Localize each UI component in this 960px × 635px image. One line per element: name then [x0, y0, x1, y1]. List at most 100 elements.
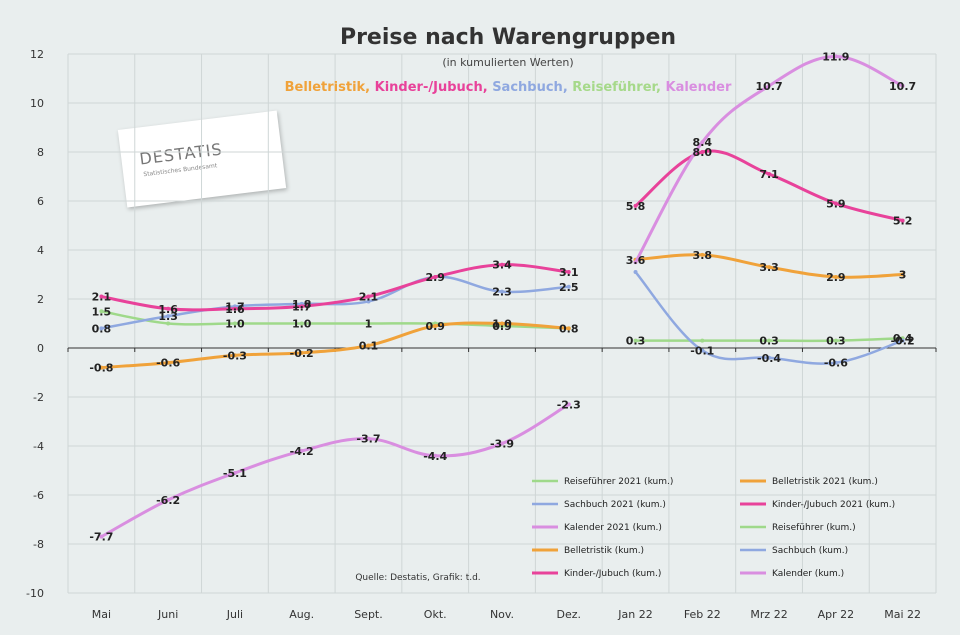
source-note: Quelle: Destatis, Grafik: t.d.: [355, 573, 480, 583]
data-point: [299, 448, 304, 453]
data-label: -0.2: [891, 335, 915, 348]
data-labels: 1.51.0 1.0 1 0.9-0.8 -0.6-0.3 -0.20.10.9 1.0 0.…: [89, 50, 916, 543]
legend-entry: Kalender (kum.): [772, 569, 844, 579]
data-point: [299, 304, 304, 309]
data-point: [500, 262, 504, 267]
data-label: 3.4: [492, 259, 512, 272]
data-label: 0.9: [425, 320, 445, 333]
data-point: [366, 436, 371, 441]
legend-entry: Kinder-/Jubuch 2021 (kum.): [772, 500, 895, 510]
data-label: 0.1: [359, 340, 379, 353]
data-point: [166, 497, 171, 502]
data-point: [299, 321, 304, 326]
data-label: 11.9: [822, 50, 849, 63]
y-tick-label: -6: [33, 489, 44, 502]
series-header-line: Belletristik, Kinder-/Jubuch, Sachbuch, …: [285, 80, 732, 95]
data-point: [166, 321, 171, 326]
header-series-label: Belletristik,: [285, 80, 371, 95]
data-point: [99, 326, 104, 331]
legend-entry: Kalender 2021 (kum.): [564, 523, 662, 533]
x-tick-label: Juni: [157, 608, 178, 621]
x-tick-label: Sept.: [354, 608, 383, 621]
x-tick-label: Aug.: [289, 608, 314, 621]
data-label: 3.3: [759, 261, 779, 274]
data-label: 3.6: [626, 254, 646, 267]
data-point: [900, 218, 905, 223]
data-label: -5.1: [223, 467, 247, 480]
data-point: [566, 402, 571, 407]
data-label: 1.7: [292, 300, 312, 313]
legend: Reiseführer 2021 (kum.) Belletristik 2021…: [532, 477, 895, 579]
data-label: 10.7: [756, 80, 783, 93]
x-tick-label: Feb 22: [684, 608, 721, 621]
data-label: 1.6: [158, 303, 178, 316]
data-label: 0.3: [626, 335, 646, 348]
data-point: [833, 360, 838, 365]
data-label: -0.6: [824, 357, 848, 370]
data-label: 2.1: [359, 291, 379, 304]
data-point: [232, 306, 237, 311]
data-point: [433, 274, 438, 279]
data-point: [633, 203, 638, 208]
data-point: [366, 294, 371, 299]
axes: -10 -8 -6 -4 -2 0 2 4 6 8 10 12 Mai Juni Juli Aug. Sept.…: [26, 48, 937, 621]
data-label: 0.3: [759, 335, 779, 348]
data-point: [433, 323, 438, 328]
data-label: 2.9: [826, 271, 846, 284]
data-point: [232, 470, 237, 475]
data-label: 1.0: [492, 318, 512, 331]
data-point: [700, 140, 705, 145]
series-line: [100, 310, 571, 330]
data-point: [366, 343, 371, 348]
y-tick-label: 6: [37, 195, 44, 208]
chart-title: Preise nach Warengruppen: [340, 25, 676, 50]
data-point: [299, 350, 304, 355]
data-label: 2.3: [492, 286, 512, 299]
x-tick-label: Mrz 22: [750, 608, 787, 621]
data-point: [833, 54, 838, 59]
data-label: 2.5: [559, 281, 579, 294]
series-line: [100, 275, 571, 330]
data-point: [566, 284, 571, 289]
data-point: [767, 172, 772, 177]
data-label: -0.1: [690, 344, 714, 357]
header-series-label: Kalender: [661, 80, 732, 95]
series-line: [99, 321, 571, 370]
legend-entry: Belletristik 2021 (kum.): [772, 477, 878, 487]
x-tick-label: Apr 22: [818, 608, 855, 621]
data-point: [633, 270, 638, 275]
data-point: [99, 309, 104, 314]
data-label: 2.9: [425, 271, 445, 284]
x-tick-label: Okt.: [424, 608, 447, 621]
series-lines: [99, 54, 905, 539]
data-label: 8.4: [693, 136, 713, 149]
data-point: [166, 314, 171, 319]
data-label: 0.3: [826, 335, 846, 348]
data-point: [767, 338, 772, 343]
data-point: [99, 534, 104, 539]
data-point: [833, 274, 838, 279]
data-point: [500, 441, 504, 446]
data-label: 3.8: [693, 249, 713, 262]
data-label: -0.6: [156, 357, 180, 370]
data-point: [700, 150, 705, 154]
series-line: [99, 263, 571, 312]
header-series-label: Sachbuch,: [488, 80, 568, 95]
series-line: [99, 402, 571, 539]
data-label: 1: [365, 318, 373, 331]
x-tick-label: Jan 22: [617, 608, 652, 621]
data-point: [166, 306, 171, 311]
legend-entry: Kinder-/Jubuch (kum.): [564, 569, 661, 579]
y-tick-label: 4: [37, 244, 44, 257]
data-label: -4.4: [423, 450, 447, 463]
data-label: 5.9: [826, 197, 846, 210]
data-label: -0.8: [89, 362, 113, 375]
data-label: 3.1: [559, 266, 579, 279]
data-label: 0.4: [893, 332, 913, 345]
data-label: -0.2: [290, 347, 314, 360]
y-tick-label: 0: [37, 342, 44, 355]
y-tick-label: 8: [37, 146, 44, 159]
data-label: 2.1: [92, 291, 112, 304]
y-tick-label: -2: [33, 391, 44, 404]
